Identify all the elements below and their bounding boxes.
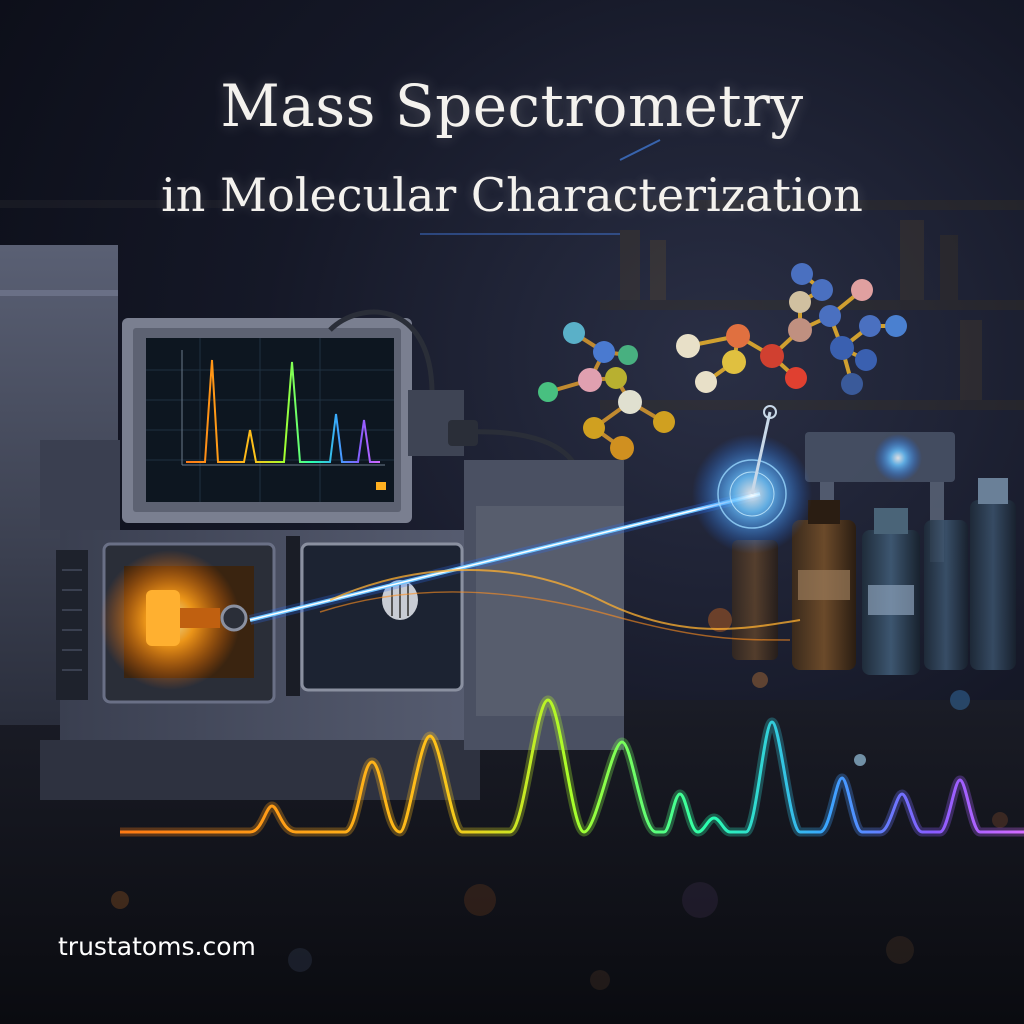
ion-source [100, 542, 276, 704]
reagent-bottles [732, 478, 1016, 675]
ion-beam [248, 405, 812, 641]
spectrum-wave [120, 695, 1024, 837]
website-url: trustatoms.com [58, 932, 256, 961]
title-line-2: in Molecular Characterization [161, 168, 863, 222]
molecule-model-left [538, 322, 675, 460]
monitor [122, 318, 412, 523]
background-shelves [0, 200, 1024, 410]
analyzer-window [286, 536, 464, 696]
title-line-1: Mass Spectrometry [220, 72, 804, 140]
molecule-model-right [676, 263, 907, 395]
